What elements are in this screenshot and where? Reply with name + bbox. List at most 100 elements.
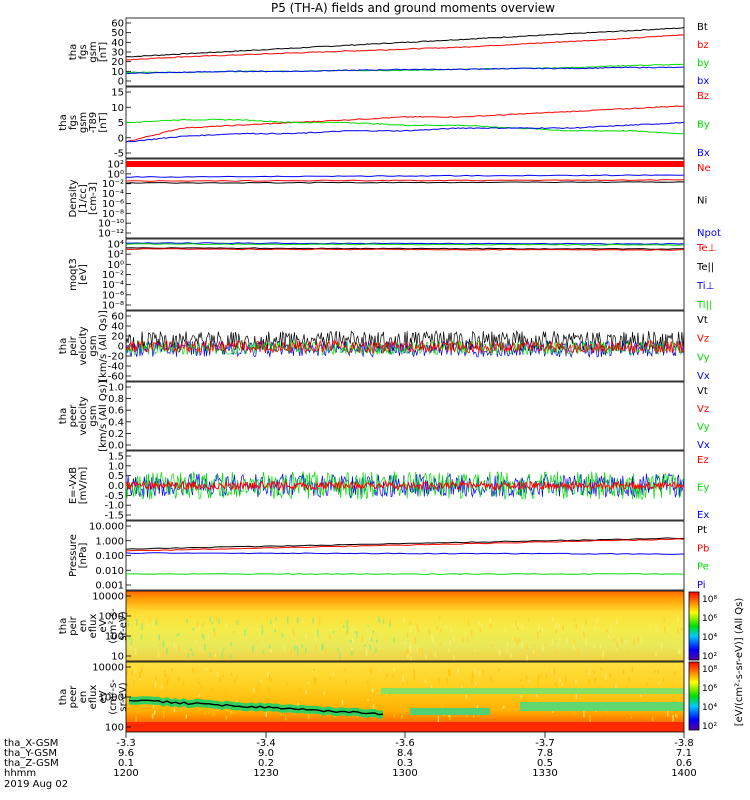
y-tick-label: 0.010 <box>95 566 124 577</box>
spectrogram-cell <box>448 669 450 676</box>
spectrogram-cell <box>602 650 604 658</box>
spectrogram-cell <box>225 689 227 694</box>
spectrogram-cell <box>605 694 607 697</box>
spectrogram-cell <box>133 680 135 687</box>
spectrogram-cell <box>314 636 317 642</box>
spectrogram-cell <box>533 644 536 647</box>
spectrogram-cell <box>369 635 371 640</box>
x-tick-label: 1200 <box>113 768 138 779</box>
spectrogram-cell <box>663 678 665 682</box>
legend-Vx: Vx <box>697 440 710 451</box>
spectrogram-cell <box>182 681 185 686</box>
spectrogram-band-lower <box>410 708 490 715</box>
spectrogram-cell <box>588 669 590 675</box>
spectrogram-cell <box>544 643 546 646</box>
spectrogram-cell <box>585 619 587 626</box>
spectrogram-cell <box>430 634 433 641</box>
spectrogram-cell <box>236 675 238 679</box>
y-axis-label: gsm <box>88 405 99 426</box>
spectrogram-cell <box>577 649 579 655</box>
spectrogram-cell <box>556 683 558 689</box>
spectrogram-cell <box>230 711 232 714</box>
y-axis-label: peir <box>68 615 79 635</box>
y-axis-label: velocity <box>78 396 89 435</box>
y-tick-label: 0.100 <box>95 551 124 562</box>
legend-Te||: Te|| <box>696 262 714 273</box>
spectrogram-cell <box>375 648 377 653</box>
spectrogram-cell <box>262 650 265 654</box>
spectrogram-cell <box>332 672 334 676</box>
x-tick-label: 9.6 <box>118 748 134 759</box>
spectrogram-cell <box>402 675 405 683</box>
spectrogram-cell <box>342 694 345 702</box>
spectrogram-cell <box>323 690 326 696</box>
y-tick-label: 1.000 <box>95 536 124 547</box>
spectrogram-cell <box>627 650 629 653</box>
spectrogram-cell <box>475 682 477 687</box>
spectrogram-cell <box>417 629 420 634</box>
spectrogram-cell <box>370 637 373 642</box>
spectrogram-cell <box>439 643 442 646</box>
spectrogram-cell <box>573 695 575 703</box>
legend-Pe: Pe <box>697 562 709 573</box>
spectrogram-cell <box>155 619 158 626</box>
y-tick-label: 40 <box>111 38 124 49</box>
colorbar-tick: 10⁸ <box>702 665 717 675</box>
spectrogram-cell <box>190 648 192 652</box>
spectrogram-cell <box>344 678 347 686</box>
x-row-label: tha_X-GSM <box>4 738 58 749</box>
spectrogram-cell <box>230 642 232 647</box>
spectrogram-cell <box>225 623 228 628</box>
x-axis-annotation: tha_X-GSM -3.3 -3.4 -3.6 -3.7 -3.8 tha_Y-GSM 9.… <box>4 732 697 790</box>
spectrogram-cell <box>392 674 395 679</box>
y-tick-label: 10.000 <box>89 522 124 533</box>
series-Ni <box>125 181 685 184</box>
spectrogram-cell <box>600 667 603 671</box>
y-axis-label: sr-eV) <box>118 682 129 711</box>
spectrogram-cell <box>526 644 528 651</box>
x-row-label: tha_Z-GSM <box>4 758 59 769</box>
x-tick-label: 1400 <box>671 768 696 779</box>
y-axis-label: [cm-3] <box>88 182 99 215</box>
colorbar-tick: 10⁴ <box>702 633 717 643</box>
spectrogram-cell <box>551 668 553 674</box>
spectrogram-cell <box>160 685 163 689</box>
spectrogram-cell <box>212 710 215 717</box>
spectrogram-cell <box>210 687 213 695</box>
spectrogram-cell <box>382 618 385 624</box>
spectrogram-cell <box>159 643 161 647</box>
legend-Ex: Ex <box>697 510 709 521</box>
spectrogram-cell <box>552 617 554 622</box>
legend-Vy: Vy <box>697 422 710 433</box>
y-tick-label: -1.5 <box>104 511 124 522</box>
y-tick-label: 10⁻⁴ <box>102 189 124 200</box>
panel-frame <box>125 590 685 662</box>
spectrogram-cell <box>201 633 204 639</box>
spectrogram-cell <box>541 643 543 647</box>
spectrogram-cell <box>470 692 472 700</box>
spectrogram-cell <box>631 667 634 673</box>
spectrogram-cell <box>258 683 260 690</box>
spectrogram-cell <box>405 653 408 657</box>
spectrogram-cell <box>514 637 516 642</box>
spectrogram-cell <box>208 652 211 658</box>
spectrogram-cell <box>167 676 169 683</box>
x-tick-label: -3.8 <box>674 738 694 749</box>
spectrogram-cell <box>292 627 294 634</box>
spectrogram-cell <box>520 643 523 649</box>
spectrogram-cell <box>152 703 155 709</box>
legend-Pb: Pb <box>697 543 709 554</box>
spectrogram-cell <box>406 632 409 639</box>
panel-frame <box>125 158 685 239</box>
spectrogram-cell <box>252 645 254 653</box>
spectrogram-cell <box>162 640 165 648</box>
spectrogram-cell <box>521 624 523 630</box>
spectrogram-cell <box>207 708 210 714</box>
spectrogram-cell <box>346 626 349 634</box>
spectrogram-cell <box>219 676 221 683</box>
spectrogram-cell <box>456 697 458 703</box>
spectrogram-cell <box>325 647 327 654</box>
y-tick-label: 0.8 <box>108 394 124 405</box>
spectrogram-cell <box>417 648 420 655</box>
